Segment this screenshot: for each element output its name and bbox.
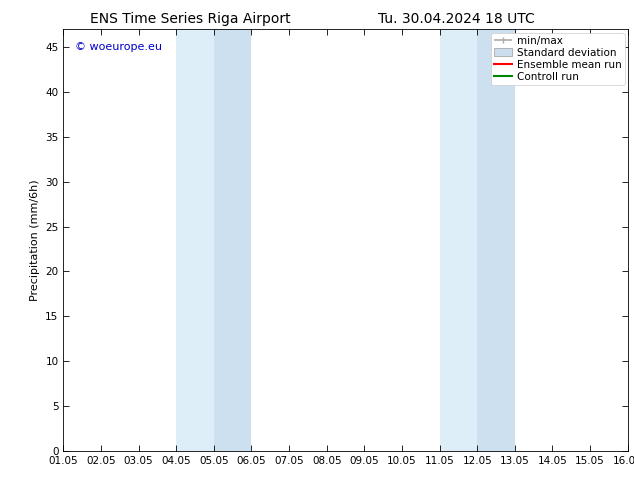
Bar (439, 29, 477, 451)
Bar (477, 29, 515, 451)
Text: © woeurope.eu: © woeurope.eu (75, 42, 162, 52)
Bar (214, 29, 252, 451)
Y-axis label: Precipitation (mm/6h): Precipitation (mm/6h) (30, 179, 40, 301)
Text: Tu. 30.04.2024 18 UTC: Tu. 30.04.2024 18 UTC (378, 12, 535, 26)
Legend: min/max, Standard deviation, Ensemble mean run, Controll run: min/max, Standard deviation, Ensemble me… (491, 32, 624, 85)
Text: ENS Time Series Riga Airport: ENS Time Series Riga Airport (90, 12, 290, 26)
Bar (176, 29, 214, 451)
